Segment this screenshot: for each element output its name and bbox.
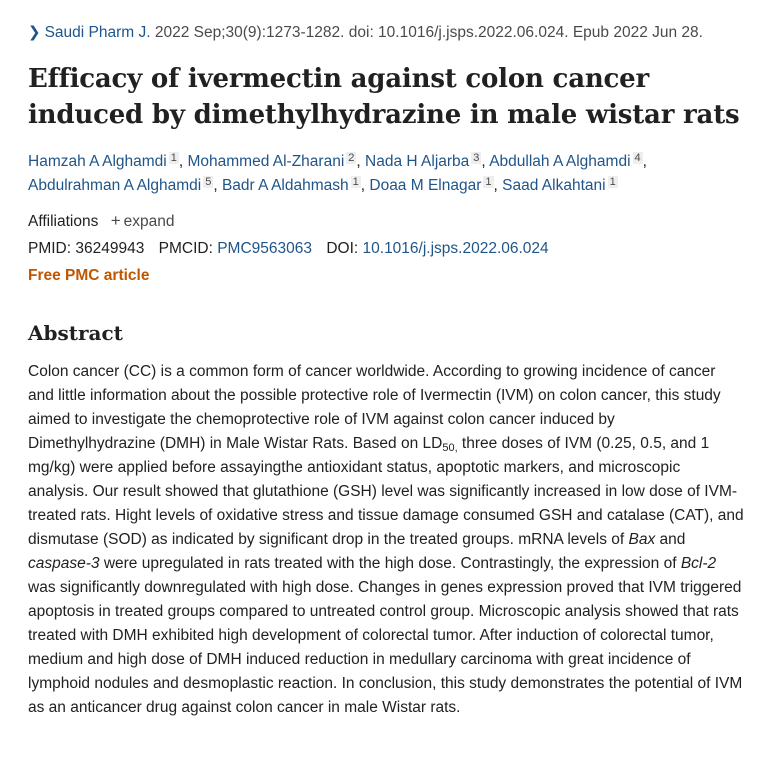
affiliation-number[interactable]: 1	[607, 176, 618, 188]
affiliations-label: Affiliations	[28, 213, 99, 230]
abstract-text-part: was significantly downregulated with hig…	[28, 579, 743, 716]
plus-icon: +	[110, 211, 121, 230]
expand-label: expand	[123, 213, 175, 230]
affiliations-row: Affiliations + expand	[28, 210, 748, 233]
affiliation-number[interactable]: 1	[483, 176, 494, 188]
abstract-text-part: and	[655, 531, 686, 548]
affiliations-expand-button[interactable]: + expand	[110, 211, 175, 230]
author-link[interactable]: Hamzah A Alghamdi	[28, 153, 167, 170]
gene-name: Bcl-2	[680, 555, 717, 572]
ld50-subscript: 50,	[442, 442, 458, 454]
abstract-text-part: three doses of IVM (0.25, 0.5, and 1 mg/…	[28, 435, 744, 548]
author-list: Hamzah A Alghamdi 1, Mohammed Al-Zharani 2…	[28, 152, 647, 194]
gene-name: caspase-3	[28, 555, 100, 572]
author-link[interactable]: Saad Alkahtani	[502, 177, 606, 194]
author-link[interactable]: Nada H Aljarba	[365, 153, 470, 170]
citation-details: 2022 Sep;30(9):1273-1282. doi: 10.1016/j…	[154, 24, 703, 41]
affiliation-number[interactable]: 4	[632, 152, 643, 164]
author-link[interactable]: Abdulrahman A Alghamdi	[28, 177, 202, 194]
abstract-text-part: Colon cancer (CC) is a common form of ca…	[28, 363, 721, 452]
journal-link[interactable]: Saudi Pharm J.	[44, 24, 151, 41]
author-link[interactable]: Doaa M Elnagar	[369, 177, 482, 194]
affiliation-number[interactable]: 1	[350, 176, 361, 188]
affiliation-number[interactable]: 1	[168, 152, 179, 164]
gene-name: Bax	[628, 531, 656, 548]
citation-line: ❯ Saudi Pharm J. 2022 Sep;30(9):1273-1282…	[28, 22, 748, 44]
free-pmc-article-link[interactable]: Free PMC article	[28, 267, 150, 284]
affiliation-number[interactable]: 2	[346, 152, 357, 164]
pmid-value: 36249943	[75, 240, 145, 257]
affiliation-number[interactable]: 5	[203, 176, 214, 188]
abstract-heading: Abstract	[28, 321, 123, 345]
article-page: ❯ Saudi Pharm J. 2022 Sep;30(9):1273-1282…	[28, 22, 748, 720]
chevron-right-icon: ❯	[28, 24, 41, 41]
doi-label: DOI:	[326, 240, 359, 257]
pmcid-link[interactable]: PMC9563063	[217, 240, 313, 257]
author-link[interactable]: Mohammed Al-Zharani	[187, 153, 345, 170]
author-link[interactable]: Badr A Aldahmash	[221, 177, 349, 194]
author-link[interactable]: Abdullah A Alghamdi	[489, 153, 631, 170]
abstract-text-part: were upregulated in rats treated with th…	[99, 555, 681, 572]
pmcid-label: PMCID:	[158, 240, 213, 257]
doi-link[interactable]: 10.1016/j.jsps.2022.06.024	[362, 240, 549, 257]
identifiers-row: PMID: 36249943 PMCID: PMC9563063 DOI: 10…	[28, 238, 748, 260]
article-title: Efficacy of ivermectin against colon can…	[28, 64, 740, 130]
abstract-body: Colon cancer (CC) is a common form of ca…	[28, 360, 744, 720]
affiliation-number[interactable]: 3	[471, 152, 482, 164]
pmid-label: PMID:	[28, 240, 72, 257]
